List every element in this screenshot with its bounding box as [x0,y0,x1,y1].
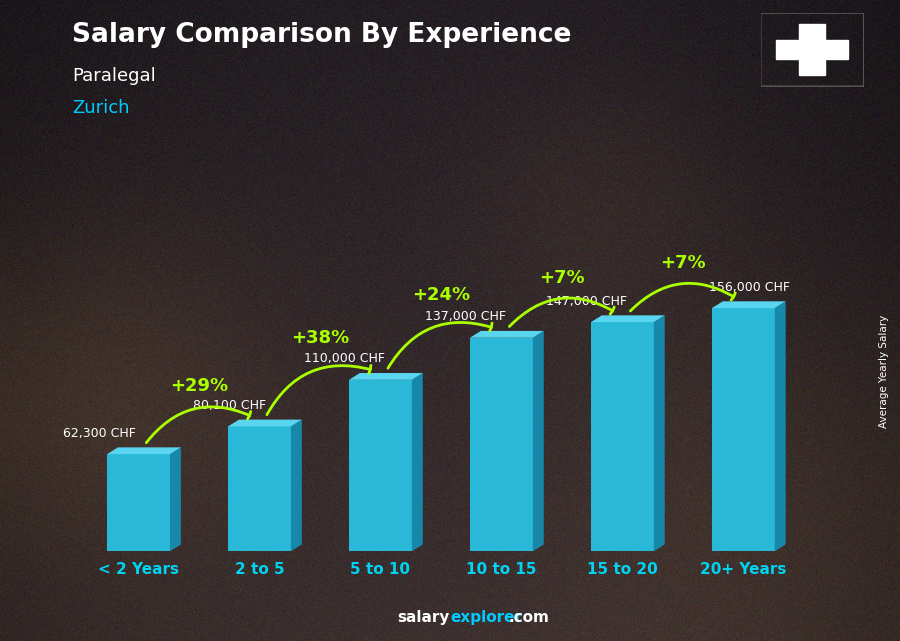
Polygon shape [228,426,291,551]
Text: .com: .com [508,610,549,625]
Polygon shape [349,380,412,551]
Text: 137,000 CHF: 137,000 CHF [425,310,506,323]
Text: Zurich: Zurich [72,99,130,117]
Polygon shape [591,322,653,551]
Text: 110,000 CHF: 110,000 CHF [303,352,384,365]
Text: +38%: +38% [291,329,349,347]
Polygon shape [412,373,423,551]
Text: +7%: +7% [660,254,706,272]
Text: +7%: +7% [539,269,585,287]
Text: Average Yearly Salary: Average Yearly Salary [878,315,889,428]
Polygon shape [533,331,544,551]
Text: 80,100 CHF: 80,100 CHF [193,399,266,412]
Text: 62,300 CHF: 62,300 CHF [63,426,136,440]
Polygon shape [712,308,775,551]
Polygon shape [107,454,170,551]
Text: +29%: +29% [170,377,228,395]
Polygon shape [470,331,544,338]
Polygon shape [228,420,302,426]
Polygon shape [470,338,533,551]
Bar [799,24,825,76]
Text: salary: salary [398,610,450,625]
Polygon shape [291,420,302,551]
Polygon shape [107,447,181,454]
Polygon shape [712,301,786,308]
Text: 147,000 CHF: 147,000 CHF [545,295,626,308]
Polygon shape [775,301,786,551]
Text: 156,000 CHF: 156,000 CHF [709,281,790,294]
Text: Salary Comparison By Experience: Salary Comparison By Experience [72,22,572,49]
Text: Paralegal: Paralegal [72,67,156,85]
Text: +24%: +24% [412,286,470,304]
Text: explorer: explorer [450,610,522,625]
Polygon shape [170,447,181,551]
Polygon shape [349,373,423,380]
Bar [776,40,849,59]
Polygon shape [653,315,665,551]
Polygon shape [591,315,665,322]
